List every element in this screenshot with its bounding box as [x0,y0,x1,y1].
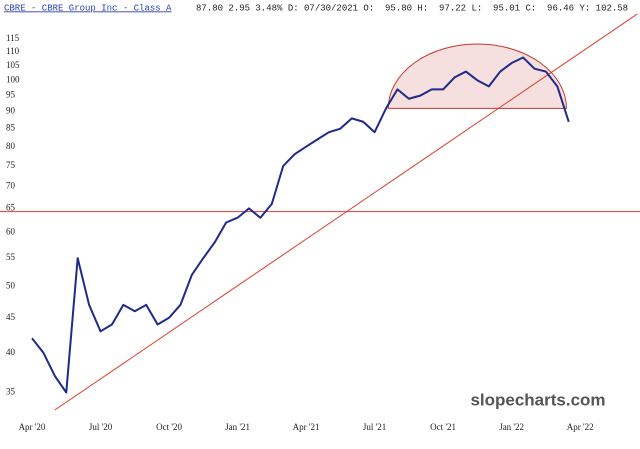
y-tick-label: 90 [6,106,16,116]
quote: 87.80 2.95 3.48% D: 07/30/2021 O: 95.80 … [196,3,628,13]
y-tick-label: 115 [6,33,20,43]
y-tick-label: 105 [6,60,20,70]
y-tick-label: 35 [6,387,16,397]
y-tick-label: 100 [6,74,20,84]
x-tick-label: Jul '20 [89,422,113,432]
x-tick-label: Apr '22 [567,422,594,432]
y-tick-label: 80 [6,141,16,151]
y-tick-label: 85 [6,123,16,133]
x-tick-label: Apr '21 [293,422,320,432]
x-tick-label: Apr '20 [19,422,46,432]
y-tick-label: 55 [6,252,16,262]
y-tick-label: 110 [6,46,20,56]
y-tick-label: 50 [6,281,16,291]
price-line [31,56,570,394]
x-tick-label: Oct '20 [156,422,182,432]
watermark: slopecharts.com [470,390,605,409]
y-tick-label: 70 [6,180,16,190]
dome [387,43,567,109]
y-tick-label: 75 [6,160,16,170]
trendline [54,13,638,411]
x-tick-label: Oct '21 [430,422,456,432]
x-tick-label: Jan '22 [499,422,524,432]
y-tick-label: 45 [6,312,16,322]
x-tick-label: Jul '21 [363,422,386,432]
x-tick-label: Jan '21 [225,422,250,432]
y-tick-label: 65 [6,203,16,213]
chart-title[interactable]: CBRE - CBRE Group Inc - Class A [4,3,172,13]
y-tick-label: 95 [6,90,16,100]
y-tick-label: 40 [6,347,16,357]
y-tick-label: 60 [6,226,16,236]
